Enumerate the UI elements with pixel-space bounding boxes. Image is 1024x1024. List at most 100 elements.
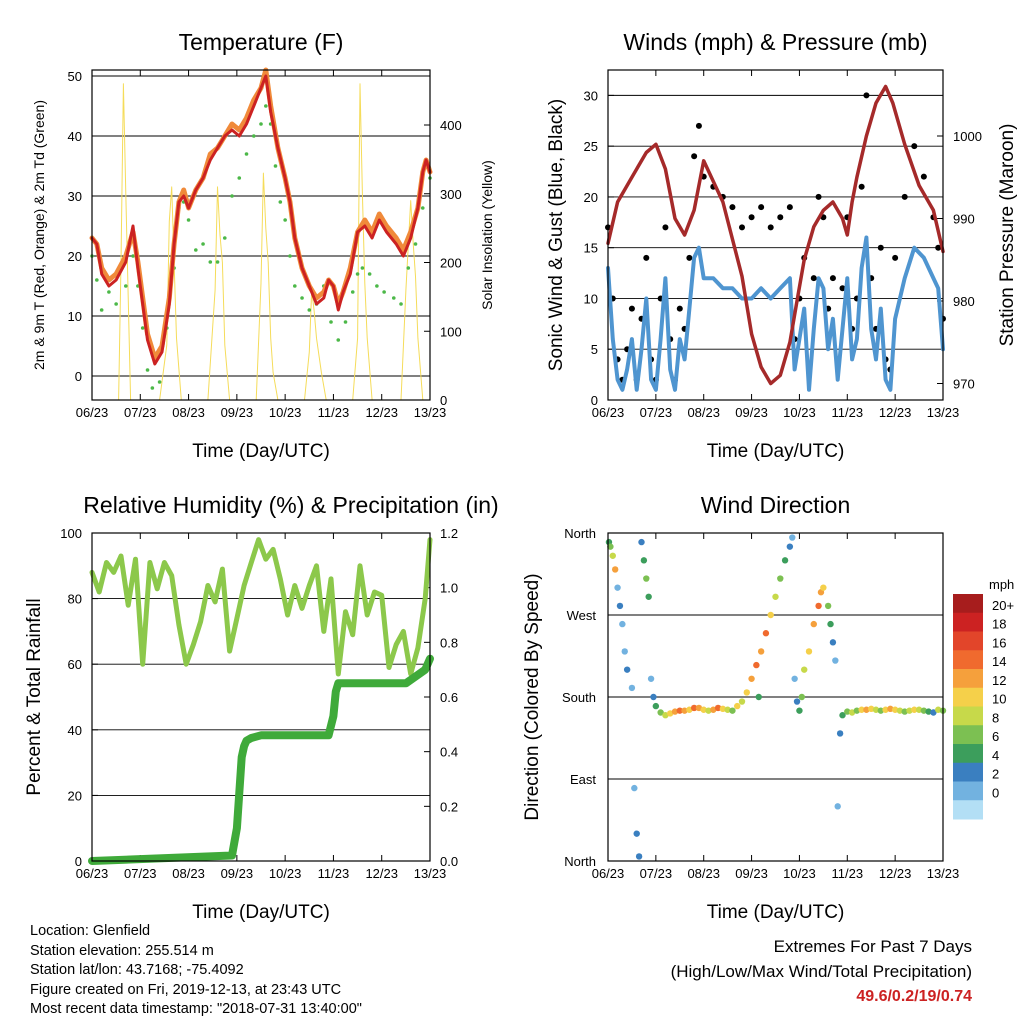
data-point (805, 648, 813, 655)
colorbar-label: 12 (992, 673, 1006, 688)
data-point (609, 552, 616, 559)
winds-ytick-label: 0 (591, 393, 598, 408)
temperature-ytick-label: 10 (68, 309, 82, 324)
winds-y2tick-label: 970 (953, 377, 975, 392)
data-point (640, 557, 648, 564)
colorbar-swatch (953, 781, 983, 801)
temperature-ylabel: 2m & 9m T (Red, Orange) & 2m Td (Green) (31, 100, 47, 370)
data-point (208, 260, 213, 264)
extremes-box: Extremes For Past 7 Days (High/Low/Max W… (671, 934, 972, 1009)
data-point (650, 693, 657, 701)
data-point (623, 666, 631, 673)
data-point (681, 707, 688, 714)
humidity-y2tick-label: 1.0 (440, 581, 458, 596)
direction-ytick-label: East (570, 772, 596, 787)
temperature-xlabel: Time (Day/UTC) (192, 441, 330, 462)
colorbar-label: 6 (992, 729, 999, 744)
data-point (382, 290, 386, 294)
data-point (767, 611, 774, 619)
winds-xtick-label: 08/23 (687, 405, 720, 420)
data-point (777, 575, 784, 582)
data-point (264, 104, 268, 108)
humidity-ytick-label: 100 (60, 526, 82, 541)
data-point (781, 557, 789, 564)
data-point (124, 284, 128, 288)
temperature-y2tick-label: 100 (440, 324, 462, 339)
data-point (789, 534, 796, 541)
data-point (832, 657, 839, 664)
data-point (810, 620, 817, 628)
colorbar-label: 2 (992, 767, 999, 782)
recent-timestamp-text: Most recent data timestamp: "2018-07-31 … (30, 1001, 362, 1018)
series-2m-td (90, 104, 432, 390)
data-point (729, 204, 736, 211)
data-point (827, 620, 834, 628)
data-point (791, 675, 798, 682)
colorbar-swatch (953, 687, 983, 707)
data-point (815, 193, 822, 200)
direction-xtick-label: 12/23 (879, 866, 912, 881)
temperature-ytick-label: 30 (68, 189, 82, 204)
data-point (858, 183, 865, 190)
colorbar-swatch (953, 744, 983, 764)
humidity-y2tick-label: 0.8 (440, 635, 458, 650)
data-point (739, 224, 745, 231)
data-point (399, 302, 403, 306)
data-point (273, 164, 278, 168)
data-point (705, 707, 712, 714)
data-point (882, 706, 889, 713)
data-point (360, 266, 365, 270)
colorbar-label: 4 (992, 748, 999, 763)
data-point (920, 707, 928, 714)
data-point (628, 684, 636, 692)
data-point (757, 648, 765, 655)
winds-y2label: Station Pressure (Maroon) (997, 124, 1018, 347)
direction-xtick-label: 09/23 (735, 866, 768, 881)
colorbar-label: 8 (992, 710, 999, 725)
colorbar-swatch (953, 800, 983, 820)
winds-ytick-label: 10 (584, 291, 598, 306)
temperature-y2tick-label: 0 (440, 393, 447, 408)
humidity-xtick-label: 09/23 (221, 866, 254, 881)
data-point (872, 706, 880, 713)
humidity-ytick-label: 0 (75, 854, 82, 869)
data-point (157, 380, 162, 384)
data-point (700, 706, 707, 713)
temperature-y2label: Solar Insolation (Yellow) (479, 160, 495, 310)
data-point (283, 218, 287, 222)
data-point (355, 272, 360, 276)
data-point (633, 830, 640, 837)
humidity-y2tick-label: 1.2 (440, 526, 458, 541)
series-sonic-wind (606, 235, 945, 392)
data-point (753, 661, 760, 669)
data-point (278, 200, 283, 204)
humidity-y2tick-label: 0.4 (440, 745, 458, 760)
data-point (662, 224, 669, 231)
temperature-plot-frame (91, 69, 431, 401)
colorbar-swatch (953, 650, 983, 670)
data-point (798, 693, 806, 701)
humidity-ytick-label: 60 (68, 657, 82, 672)
data-point (793, 698, 801, 705)
winds-xtick-label: 07/23 (640, 405, 673, 420)
winds-y2tick-label: 980 (953, 294, 975, 309)
data-point (635, 853, 643, 860)
data-point (107, 290, 111, 294)
colorbar-swatch (953, 762, 983, 782)
created-text: Figure created on Fri, 2019-12-13, at 23… (30, 981, 342, 998)
data-point (652, 702, 660, 710)
colorbar-label: 14 (992, 654, 1006, 669)
temperature-ytick-label: 50 (68, 69, 82, 84)
data-point (729, 707, 736, 714)
humidity-y2tick-label: 0.2 (440, 799, 458, 814)
data-point (796, 707, 803, 714)
data-point (738, 698, 746, 705)
station-info: Location: Glenfield Station elevation: 2… (30, 922, 362, 1020)
data-point (343, 320, 348, 324)
direction-xtick-label: 06/23 (592, 866, 625, 881)
colorbar-swatch (953, 631, 983, 651)
extremes-title: Extremes For Past 7 Days (773, 937, 972, 956)
data-point (896, 707, 904, 714)
winds-xtick-label: 06/23 (592, 405, 625, 420)
winds-xtick-label: 13/23 (927, 405, 960, 420)
